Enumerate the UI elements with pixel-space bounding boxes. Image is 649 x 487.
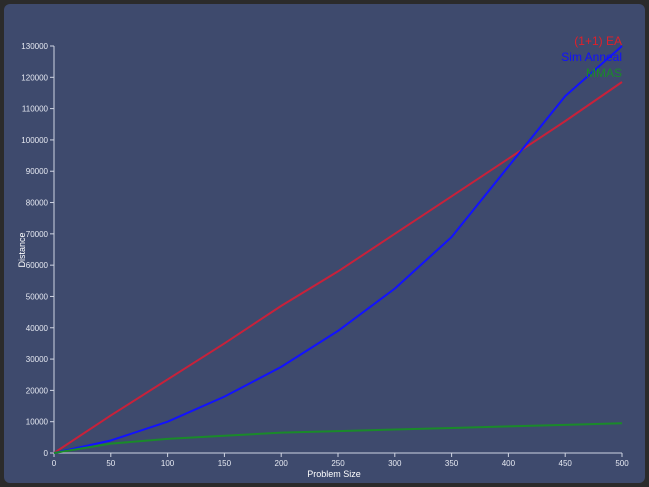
- y-tick-label: 130000: [21, 42, 48, 51]
- y-tick-label: 90000: [26, 167, 49, 176]
- axes: 0 50 100 150 200 250 300 350 400 450 500 0 10000 2000…: [21, 42, 629, 468]
- y-tick-label: 50000: [26, 292, 49, 301]
- x-tick-label: 250: [331, 459, 345, 468]
- legend-entry: Sim Anneal: [561, 50, 622, 64]
- x-tick-label: 300: [388, 459, 402, 468]
- y-tick-label: 10000: [26, 418, 49, 427]
- chart-panel: [4, 4, 645, 483]
- y-tick-label: 120000: [21, 73, 48, 82]
- y-tick-label: 40000: [26, 324, 49, 333]
- x-tick-label: 0: [52, 459, 57, 468]
- y-tick-label: 70000: [26, 230, 49, 239]
- y-tick-label: 100000: [21, 136, 48, 145]
- y-tick-label: 110000: [22, 105, 49, 114]
- series-lines: [53, 45, 623, 454]
- x-tick-label: 450: [559, 459, 573, 468]
- y-tick-label: 60000: [26, 261, 49, 270]
- y-tick-label: 0: [44, 449, 49, 458]
- series-line-sim-anneal: [53, 45, 623, 454]
- series-line-1-1-ea: [53, 81, 623, 454]
- legend: (1+1) EA Sim Anneal MMAS: [561, 34, 622, 80]
- legend-entry: (1+1) EA: [574, 34, 622, 48]
- x-tick-label: 150: [218, 459, 232, 468]
- y-tick-label: 20000: [26, 386, 49, 395]
- legend-entry: MMAS: [586, 66, 622, 80]
- x-tick-label: 500: [615, 459, 629, 468]
- x-tick-label: 50: [106, 459, 115, 468]
- y-tick-label: 80000: [26, 199, 49, 208]
- x-tick-label: 350: [445, 459, 459, 468]
- series-line-mmas: [53, 422, 623, 454]
- y-axis-title: Distance: [17, 232, 27, 267]
- y-tick-label: 30000: [26, 355, 49, 364]
- x-tick-label: 400: [502, 459, 516, 468]
- x-tick-label: 100: [161, 459, 175, 468]
- x-tick-label: 200: [275, 459, 289, 468]
- x-axis-title: Problem Size: [307, 469, 361, 479]
